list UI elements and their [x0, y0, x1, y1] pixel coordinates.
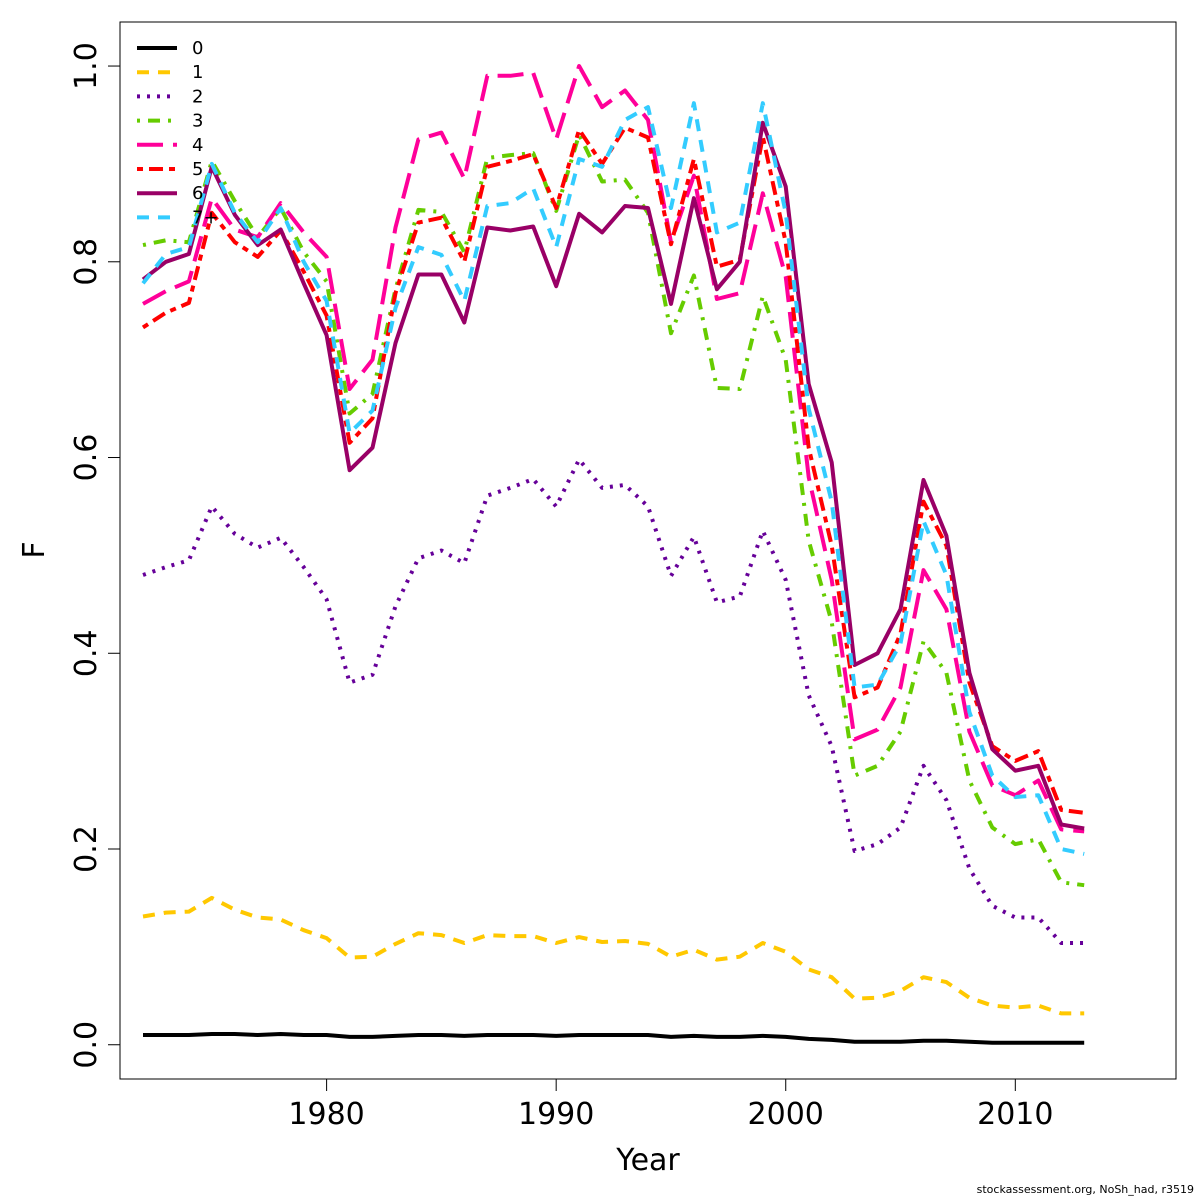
y-tick-label: 0.8	[69, 238, 104, 286]
legend-label: 3	[192, 111, 203, 132]
series-lines	[141, 64, 1085, 1045]
axes: 1980 1990 2000 2010 0.0 0.2 0.4 0.6 0.8 1.0	[69, 42, 1053, 1132]
y-tick-label: 0.4	[69, 629, 104, 677]
y-tick-label: 0.0	[69, 1021, 104, 1069]
series-line-4	[142, 64, 1085, 834]
legend-label: 0	[192, 38, 203, 59]
series-line-0	[143, 1032, 1085, 1045]
legend-label: 1	[192, 62, 203, 83]
legend-label: 7+	[192, 207, 219, 228]
y-axis-title: F	[17, 541, 52, 558]
legend-label: 5	[192, 159, 203, 180]
legend-label: 4	[192, 135, 203, 156]
series-line-5	[141, 125, 1085, 815]
x-tick-label: 1990	[518, 1097, 594, 1132]
y-tick-label: 0.2	[69, 825, 104, 873]
legend-label: 6	[192, 183, 203, 204]
y-tick-label: 0.6	[69, 434, 104, 482]
footer-credit: stockassessment.org, NoSh_had, r3519	[976, 1183, 1194, 1196]
legend: 0 1 2 3 4 5 6 7+	[137, 38, 219, 228]
x-axis-title: Year	[615, 1143, 680, 1178]
series-line-6	[141, 120, 1085, 831]
x-tick-label: 1980	[288, 1097, 364, 1132]
series-line-7plus	[141, 101, 1085, 856]
x-tick-label: 2010	[977, 1097, 1053, 1132]
plot-frame	[119, 21, 1177, 1080]
x-tick-label: 2000	[748, 1097, 824, 1132]
series-line-3	[142, 132, 1085, 888]
y-tick-label: 1.0	[69, 42, 104, 90]
series-line-1	[142, 895, 1085, 1016]
legend-label: 2	[192, 86, 203, 107]
